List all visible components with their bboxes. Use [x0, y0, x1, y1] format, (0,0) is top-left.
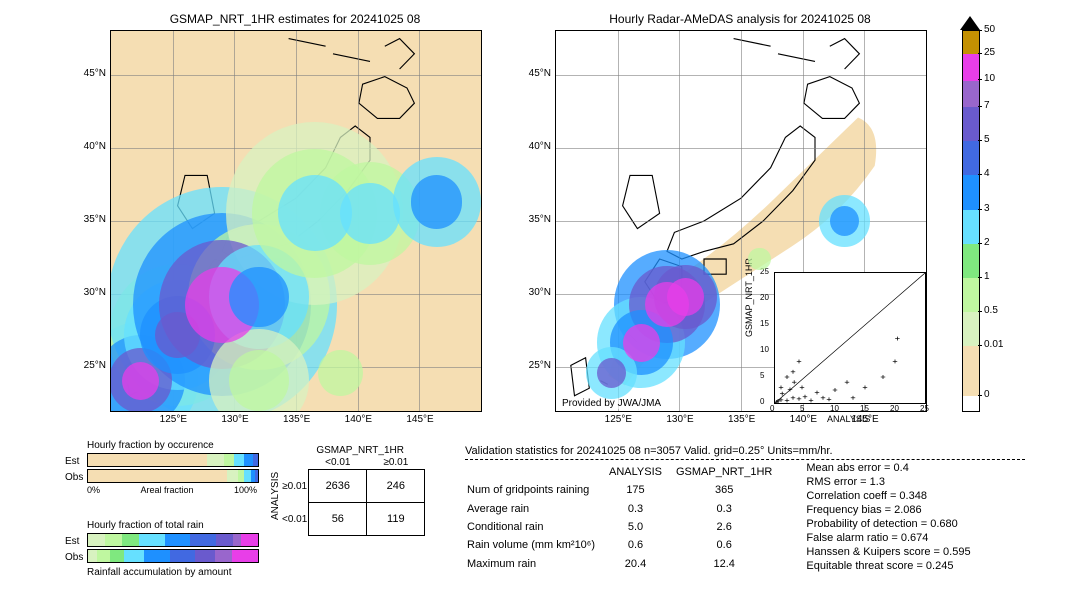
bar-row	[87, 533, 259, 547]
bar-row-label: Est	[65, 536, 87, 547]
val-cell: 20.4	[609, 556, 674, 572]
colorbar-tick: 1	[984, 271, 990, 282]
val-col-header: GSMAP_NRT_1HR	[676, 464, 784, 480]
lon-tick: 130°E	[221, 414, 248, 425]
lat-tick: 25°N	[521, 360, 551, 371]
ctg-cell: 2636	[309, 470, 367, 503]
val-cell: 12.4	[676, 556, 784, 572]
ctg-cell: 119	[367, 503, 425, 536]
val-row-label: Conditional rain	[467, 519, 607, 535]
colorbar-tick: 7	[984, 100, 990, 111]
bar-row-label: Obs	[65, 552, 87, 563]
map-credit: Provided by JWA/JMA	[560, 398, 663, 409]
left-map	[110, 30, 482, 412]
colorbar-tick: 50	[984, 24, 995, 35]
score-line: Correlation coeff = 0.348	[806, 490, 970, 502]
ctg-cell: 246	[367, 470, 425, 503]
colorbar-tick: 5	[984, 134, 990, 145]
bar-row	[87, 453, 259, 467]
colorbar-tick: 25	[984, 47, 995, 58]
ctg-col: ≥0.01	[367, 456, 425, 470]
colorbar-tick: 4	[984, 168, 990, 179]
bar-axis-c: Areal fraction	[100, 485, 234, 495]
validation-table: ANALYSISGSMAP_NRT_1HR Num of gridpoints r…	[465, 462, 786, 574]
score-line: Probability of detection = 0.680	[806, 518, 970, 530]
colorbar-tick: 0.01	[984, 339, 1003, 350]
lon-tick: 125°E	[605, 414, 632, 425]
ctg-row: <0.01	[281, 503, 309, 536]
val-col-header: ANALYSIS	[609, 464, 674, 480]
ctg-row-header: ANALYSIS	[270, 456, 281, 536]
validation-scores: Mean abs error = 0.4 RMS error = 1.3 Corre…	[806, 462, 970, 574]
colorbar-overflow-arrow	[960, 16, 980, 30]
val-cell: 0.3	[609, 501, 674, 517]
lat-tick: 40°N	[76, 141, 106, 152]
total-rain-bars: Hourly fraction of total rainEst ObsRainf…	[65, 520, 265, 578]
lon-tick: 135°E	[283, 414, 310, 425]
colorbar-tick: 2	[984, 237, 990, 248]
bar-title: Hourly fraction of total rain	[87, 520, 265, 531]
lat-tick: 45°N	[76, 68, 106, 79]
scatter-plot	[774, 272, 926, 404]
occurrence-bars: Hourly fraction by occurenceEst Obs0%Area…	[65, 440, 265, 495]
colorbar	[962, 30, 980, 412]
bar-row	[87, 469, 259, 483]
colorbar-tick: 3	[984, 203, 990, 214]
ctg-col: <0.01	[309, 456, 367, 470]
scatter-xlabel: ANALYSIS	[827, 414, 870, 424]
val-row-label: Average rain	[467, 501, 607, 517]
bar-footer: Rainfall accumulation by amount	[87, 567, 265, 578]
val-cell: 0.6	[676, 537, 784, 553]
colorbar-tick: 0.5	[984, 305, 998, 316]
bar-row-label: Obs	[65, 472, 87, 483]
bar-row	[87, 549, 259, 563]
score-line: Mean abs error = 0.4	[806, 462, 970, 474]
bar-row-label: Est	[65, 456, 87, 467]
lon-tick: 135°E	[728, 414, 755, 425]
validation-title: Validation statistics for 20241025 08 n=…	[465, 445, 1025, 457]
lon-tick: 140°E	[345, 414, 372, 425]
val-cell: 2.6	[676, 519, 784, 535]
val-row-label: Maximum rain	[467, 556, 607, 572]
contingency-table: GSMAP_NRT_1HRANALYSIS<0.01≥0.01≥0.012636…	[270, 445, 425, 536]
lat-tick: 35°N	[521, 214, 551, 225]
val-cell: 0.3	[676, 501, 784, 517]
score-line: Equitable threat score = 0.245	[806, 560, 970, 572]
val-cell: 175	[609, 482, 674, 498]
lon-tick: 140°E	[790, 414, 817, 425]
lon-tick: 145°E	[406, 414, 433, 425]
score-line: False alarm ratio = 0.674	[806, 532, 970, 544]
lon-tick: 125°E	[160, 414, 187, 425]
left-map-title: GSMAP_NRT_1HR estimates for 20241025 08	[110, 12, 480, 26]
score-line: Frequency bias = 2.086	[806, 504, 970, 516]
val-cell: 365	[676, 482, 784, 498]
right-map-title: Hourly Radar-AMeDAS analysis for 2024102…	[555, 12, 925, 26]
lat-tick: 40°N	[521, 141, 551, 152]
lon-tick: 130°E	[666, 414, 693, 425]
bar-axis-r: 100%	[234, 485, 257, 495]
contingency-grid: <0.01≥0.01≥0.012636246<0.0156119	[281, 456, 425, 536]
bar-title: Hourly fraction by occurence	[87, 440, 265, 451]
lat-tick: 30°N	[521, 287, 551, 298]
colorbar-tick: 10	[984, 73, 995, 84]
ctg-col-header: GSMAP_NRT_1HR	[295, 445, 425, 456]
score-line: Hanssen & Kuipers score = 0.595	[806, 546, 970, 558]
scatter-ylabel: GSMAP_NRT_1HR	[744, 258, 754, 337]
val-cell: 0.6	[609, 537, 674, 553]
ctg-cell: 56	[309, 503, 367, 536]
bar-axis-l: 0%	[87, 485, 100, 495]
val-row-label: Rain volume (mm km²10⁶)	[467, 537, 607, 553]
colorbar-tick: 0	[984, 389, 990, 400]
val-cell: 5.0	[609, 519, 674, 535]
ctg-row: ≥0.01	[281, 470, 309, 503]
lat-tick: 45°N	[521, 68, 551, 79]
lat-tick: 30°N	[76, 287, 106, 298]
validation-stats: Validation statistics for 20241025 08 n=…	[465, 445, 1025, 574]
lat-tick: 25°N	[76, 360, 106, 371]
val-row-label: Num of gridpoints raining	[467, 482, 607, 498]
score-line: RMS error = 1.3	[806, 476, 970, 488]
lat-tick: 35°N	[76, 214, 106, 225]
